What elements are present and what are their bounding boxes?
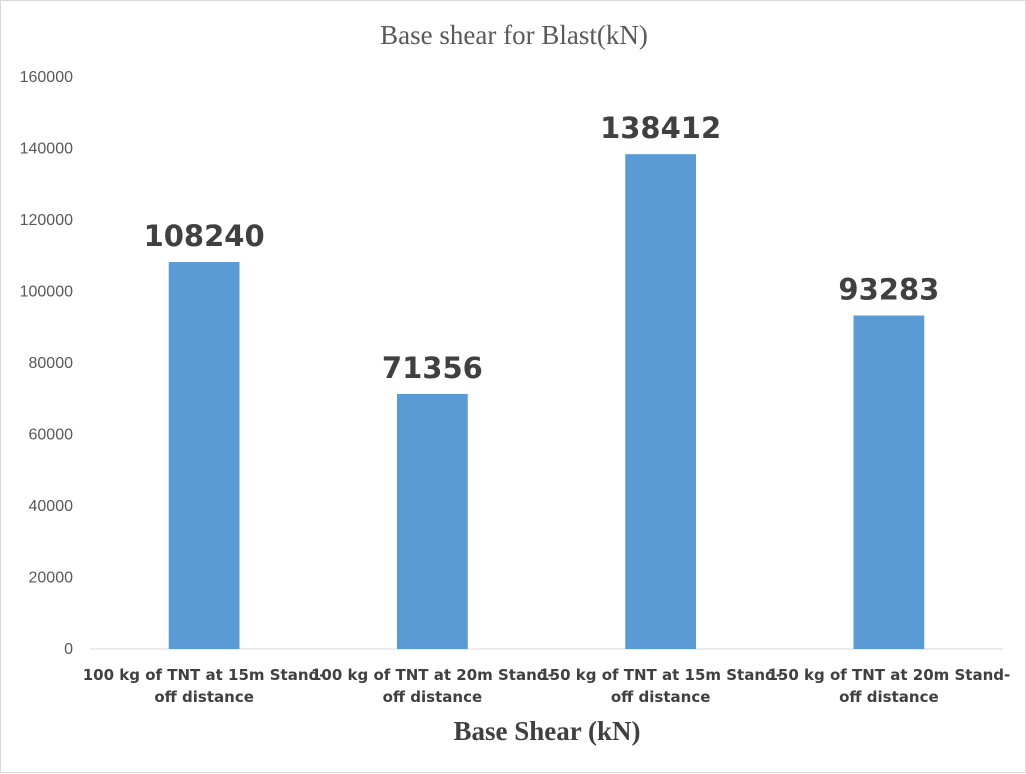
bar xyxy=(853,315,925,649)
bars: 108240 71356 138412 93283 xyxy=(144,111,939,649)
chart-title: Base shear for Blast(kN) xyxy=(380,20,648,50)
x-tick-label-line: 150 kg of TNT at 20m Stand- xyxy=(768,666,1011,684)
y-tick-label: 140000 xyxy=(20,141,73,158)
x-axis-title: Base Shear (kN) xyxy=(453,716,640,746)
y-tick-label: 160000 xyxy=(20,69,73,86)
data-label: 71356 xyxy=(382,351,483,385)
y-tick-label: 80000 xyxy=(29,355,74,372)
x-axis: 100 kg of TNT at 15m Stand-off distance1… xyxy=(83,666,1011,706)
data-label: 138412 xyxy=(600,111,721,145)
bar xyxy=(625,154,697,649)
data-label: 108240 xyxy=(144,219,265,253)
x-tick-label: 100 kg of TNT at 15m Stand-off distance xyxy=(83,666,326,706)
y-tick-label: 0 xyxy=(64,641,73,658)
y-tick-label: 100000 xyxy=(20,284,73,301)
y-axis: 0 20000 40000 60000 80000 100000 120000 140000 1… xyxy=(20,69,73,658)
y-tick-label: 60000 xyxy=(29,427,74,444)
x-tick-label-line: off distance xyxy=(611,688,711,706)
x-tick-label-line: off distance xyxy=(383,688,483,706)
bar xyxy=(168,262,240,649)
x-tick-label-line: 150 kg of TNT at 15m Stand- xyxy=(539,666,782,684)
x-tick-label-line: off distance xyxy=(154,688,254,706)
data-label: 93283 xyxy=(838,273,939,307)
x-tick-label-line: 100 kg of TNT at 20m Stand- xyxy=(311,666,554,684)
y-tick-label: 120000 xyxy=(20,212,73,229)
y-tick-label: 40000 xyxy=(29,498,74,515)
x-tick-label-line: 100 kg of TNT at 15m Stand- xyxy=(83,666,326,684)
bar xyxy=(396,393,468,649)
x-tick-label: 150 kg of TNT at 20m Stand-off distance xyxy=(768,666,1011,706)
y-tick-label: 20000 xyxy=(29,570,74,587)
x-tick-label: 100 kg of TNT at 20m Stand-off distance xyxy=(311,666,554,706)
x-tick-label: 150 kg of TNT at 15m Stand-off distance xyxy=(539,666,782,706)
x-tick-label-line: off distance xyxy=(839,688,939,706)
